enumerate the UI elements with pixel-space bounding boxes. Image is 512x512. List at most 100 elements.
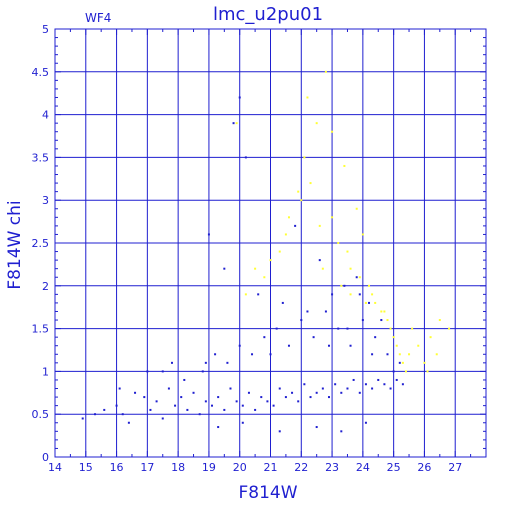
data-point-flagged: [401, 361, 404, 364]
x-tick-label: 25: [387, 461, 401, 474]
data-point-flagged: [287, 216, 290, 219]
data-point-flagged: [263, 276, 266, 279]
data-point-flagged: [300, 199, 303, 202]
data-point: [300, 319, 303, 322]
data-point: [386, 353, 389, 356]
data-point: [257, 293, 260, 296]
data-point-flagged: [343, 164, 346, 167]
data-point: [327, 344, 330, 347]
data-point: [217, 426, 220, 429]
data-point-flagged: [417, 344, 420, 347]
data-point: [241, 404, 244, 407]
data-point-flagged: [318, 224, 321, 227]
data-point-flagged: [321, 267, 324, 270]
data-point: [146, 370, 149, 373]
data-point: [346, 327, 349, 330]
data-point: [364, 383, 367, 386]
data-point: [291, 391, 294, 394]
data-point: [232, 122, 235, 125]
data-point: [374, 336, 377, 339]
x-tick-label: 19: [202, 461, 216, 474]
data-point-flagged: [284, 233, 287, 236]
y-tick-label: 4.5: [32, 66, 50, 79]
data-point: [383, 383, 386, 386]
panel-label: WF4: [85, 11, 111, 25]
data-point: [118, 387, 121, 390]
data-point-flagged: [386, 319, 389, 322]
x-tick-label: 15: [79, 461, 93, 474]
data-point: [204, 361, 207, 364]
data-point: [170, 361, 173, 364]
data-point-flagged: [349, 267, 352, 270]
data-point: [214, 353, 217, 356]
data-point: [401, 383, 404, 386]
x-tick-label: 20: [233, 461, 247, 474]
data-point-flagged: [337, 242, 340, 244]
data-point: [318, 259, 321, 262]
data-point-flagged: [404, 370, 407, 373]
y-tick-label: 2.5: [32, 237, 50, 250]
data-point: [395, 378, 398, 381]
data-point: [340, 430, 343, 433]
data-point: [272, 404, 275, 407]
x-tick-label: 26: [417, 461, 431, 474]
data-point-flagged: [331, 216, 334, 219]
data-point-flagged: [324, 70, 327, 73]
data-point: [217, 396, 220, 399]
y-tick-label: 4: [42, 109, 49, 122]
x-tick-label: 22: [294, 461, 308, 474]
y-tick-label: 3.5: [32, 151, 50, 164]
data-point: [223, 267, 226, 270]
data-point: [371, 387, 374, 390]
data-point: [398, 361, 401, 364]
chart-title: lmc_u2pu01: [213, 4, 323, 25]
x-tick-label: 21: [264, 461, 278, 474]
data-point: [327, 396, 330, 399]
data-point: [380, 319, 383, 322]
data-point: [275, 327, 278, 330]
data-point: [161, 417, 164, 420]
x-tick-label: 16: [110, 461, 124, 474]
data-point: [312, 336, 315, 339]
y-tick-label: 3: [42, 194, 49, 207]
data-point: [180, 396, 183, 399]
data-point-flagged: [423, 361, 426, 364]
data-point: [251, 353, 254, 356]
data-point: [127, 421, 130, 424]
y-tick-label: 0: [42, 451, 49, 464]
data-point: [94, 413, 97, 416]
data-point: [284, 396, 287, 399]
data-point-flagged: [395, 344, 398, 347]
data-point: [223, 408, 226, 411]
x-tick-label: 18: [171, 461, 185, 474]
data-point-flagged: [303, 156, 306, 159]
data-point: [81, 417, 84, 420]
data-point: [364, 421, 367, 424]
x-tick-label: 14: [48, 461, 62, 474]
data-point: [263, 336, 266, 339]
data-point: [358, 391, 361, 394]
data-point: [155, 400, 158, 403]
data-point: [269, 353, 272, 356]
data-point: [389, 387, 392, 390]
data-point: [226, 361, 229, 364]
data-point-flagged: [368, 284, 371, 287]
data-point-flagged: [435, 353, 438, 356]
data-points: [81, 70, 451, 433]
y-tick-label: 1: [42, 365, 49, 378]
x-tick-label: 24: [356, 461, 370, 474]
data-point: [192, 391, 195, 394]
data-point: [309, 396, 312, 399]
data-point-flagged: [380, 310, 383, 313]
data-point-flagged: [448, 327, 451, 330]
data-point-flagged: [278, 250, 281, 253]
data-point: [331, 293, 334, 296]
data-point-flagged: [361, 233, 364, 236]
data-point: [278, 430, 281, 433]
data-point-flagged: [374, 301, 377, 304]
data-point-flagged: [392, 336, 395, 339]
data-point-flagged: [355, 207, 358, 210]
data-point: [143, 396, 146, 399]
data-point-flagged: [297, 190, 300, 193]
y-tick-label: 5: [42, 23, 49, 36]
